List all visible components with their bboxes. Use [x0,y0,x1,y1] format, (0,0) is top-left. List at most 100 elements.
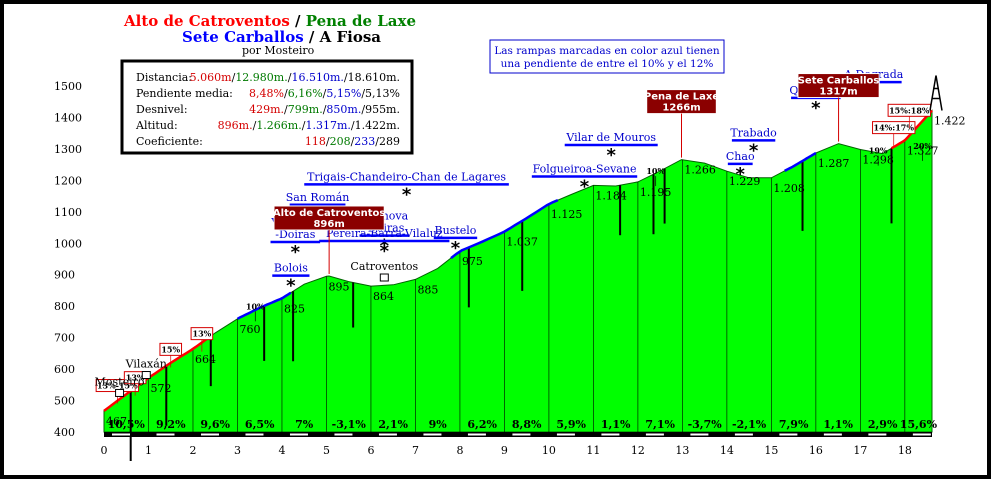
antenna-icon [929,75,943,111]
stats-label: Altitud: [135,119,178,132]
segment-gradient: 8,8% [512,418,542,431]
red-ramp [103,338,208,412]
segment-gradient: 1,1% [823,418,853,431]
y-tick-label: 1200 [54,174,82,187]
segment-gradient: -2,1% [732,418,767,431]
title-line-1: Alto de Catroventos / Pena de Laxe [123,12,416,30]
x-tick-label: 12 [631,444,645,457]
x-tick-label: 5 [323,444,330,457]
climb-label: Folgueiroa-Sevane [533,163,637,176]
segment-gradient: -3,7% [688,418,723,431]
title-black: A Fiosa [319,28,382,46]
segment-gradient: 15,6% [900,418,938,431]
x-tick-label: 13 [675,444,689,457]
altitude-label: 825 [284,302,305,315]
title-line-2: Sete Carballos / A Fiosa [182,28,381,46]
stats-values: 118/208/233/289 [305,135,400,148]
x-tick-label: 11 [586,444,600,457]
summit-altitude: 1266m [662,103,700,114]
altitude-label: 885 [417,283,438,296]
stats-label: Distancia: [136,71,192,84]
segment-gradient: 5,9% [556,418,586,431]
note-line-1: Las rampas marcadas en color azul tienen [494,45,720,57]
x-tick-label: 3 [234,444,241,457]
altitude-label: 864 [373,290,394,303]
climb-label: Chao [726,150,755,163]
baseline-dash [645,433,664,436]
x-tick-label: 18 [898,444,912,457]
note-box [489,39,725,74]
house-icon [115,388,125,397]
segment-gradient: 6,5% [245,418,275,431]
segment-gradient: 7,1% [645,418,675,431]
segment-gradient: 7% [295,418,314,431]
segment-gradient: 10,5% [108,418,146,431]
baseline-dash [868,433,887,436]
altitude-label: 572 [150,382,171,395]
x-tick-label: 17 [853,444,867,457]
y-tick-label: 1500 [54,80,82,93]
x-tick-label: 0 [101,444,108,457]
x-tick-label: 4 [278,444,285,457]
slope-callout: 15%:18% [889,105,930,115]
baseline-dash [289,433,308,436]
segment-gradient: -3,1% [332,418,367,431]
climb-label: Vilar de Mouros [565,131,656,144]
asterisk-marker: * [607,145,617,166]
segment-gradient: 9,2% [156,418,186,431]
blue-ramp [450,199,559,260]
stats-label: Desnivel: [136,103,188,116]
climb-label: Bustelo [435,224,477,237]
y-tick-label: 1000 [54,237,82,250]
baseline-dash [112,433,130,436]
y-tick-label: 1100 [54,206,82,219]
blue-ramp [784,151,817,172]
climb-label: Trigais-Chandeiro-Chan de Lagares [307,170,506,183]
altitude-label: 895 [328,280,349,293]
y-tick-label: 500 [54,395,75,408]
stats-values: 8,48%/6,16%/5,15%/5,13% [249,87,400,100]
altitude-label: 467 [106,415,127,428]
altitude-label: 975 [462,255,483,268]
summit-box [273,205,385,231]
stats-label: Pendiente media: [136,87,233,100]
baseline-dash [200,433,219,436]
altitude-label: 1.195 [640,186,672,199]
stats-values: 429m./799m./850m./955m. [249,103,400,116]
y-tick-label: 600 [54,363,75,376]
altitude-label: 1.266 [684,164,716,177]
profile-chart: 4005006007008009001000110012001300140015… [54,12,966,461]
baseline-dash [512,433,531,436]
baseline-dash [378,433,397,436]
place-label: Catroventos [350,260,418,273]
y-tick-label: 700 [54,332,75,345]
baseline-dash [467,433,486,436]
summit-altitude: 896m [313,219,344,230]
x-tick-label: 1 [145,444,152,457]
baseline-dash [912,433,931,436]
altitude-label: 1.208 [773,182,805,195]
altitude-label: 1.229 [729,175,761,188]
asterisk-marker: * [451,238,461,259]
segment-gradient: 1,1% [601,418,631,431]
altitude-label: 1.422 [934,115,966,128]
stats-values: 896m./1.266m./1.317m./1.422m. [218,119,400,132]
stats-values: 5.060m/12.980m./16.510m./18.610m. [190,71,400,84]
segment-gradient: 9% [429,418,448,431]
baseline-dash [823,433,842,436]
summit-name: Alto de Catroventos [273,208,385,219]
altitude-label: 760 [239,323,260,336]
segment-gradient: 7,9% [779,418,809,431]
x-tick-label: 10 [542,444,556,457]
title-red: Alto de Catroventos [123,12,290,30]
house-icon [141,371,151,380]
asterisk-marker: * [380,236,390,257]
slope-callout: 19% [869,146,888,156]
x-tick-label: 8 [456,444,463,457]
slope-callout: 15% [161,344,180,354]
baseline-dash [156,433,175,436]
slope-callout: 10% [246,301,265,311]
title-blue: Sete Carballos [182,28,304,46]
climb-label: Bolois [274,262,308,275]
baseline-dash [334,433,353,436]
